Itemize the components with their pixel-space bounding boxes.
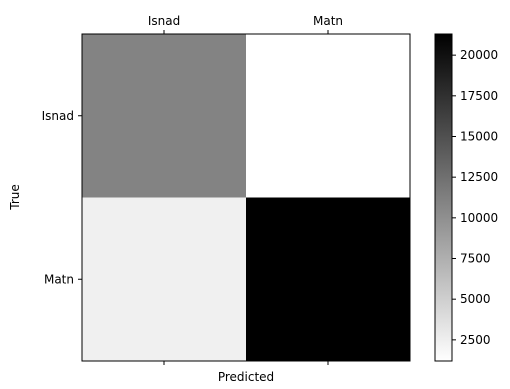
- colorbar: [434, 33, 453, 362]
- heatmap-cells: [82, 34, 410, 361]
- plot-frame: [81, 33, 411, 362]
- y-axis-label: True: [8, 184, 22, 211]
- y-ticks: Isnad Matn: [42, 109, 82, 286]
- x-axis-label: Predicted: [218, 370, 274, 384]
- heatmap-cell-matn-matn: [246, 197, 410, 361]
- x-ticks: Isnad Matn: [148, 14, 343, 365]
- colorbar-tick-label: 12500: [460, 170, 498, 184]
- x-tick-label: Isnad: [148, 14, 180, 28]
- colorbar-tick-label: 20000: [460, 48, 498, 62]
- colorbar-tick-label: 17500: [460, 89, 498, 103]
- heatmap-cell-matn-isnad: [82, 197, 246, 361]
- colorbar-tick-label: 7500: [460, 252, 491, 266]
- colorbar-tick-label: 15000: [460, 129, 498, 143]
- colorbar-tick-label: 2500: [460, 333, 491, 347]
- x-tick-label: Matn: [313, 14, 343, 28]
- heatmap-cell-isnad-isnad: [82, 34, 246, 198]
- heatmap-cell-isnad-matn: [246, 34, 410, 198]
- colorbar-tick-label: 5000: [460, 292, 491, 306]
- colorbar-ticks: 2500 5000 7500 10000 12500 15000 17500 20000: [452, 48, 498, 347]
- y-tick-label: Matn: [44, 272, 74, 286]
- y-tick-label: Isnad: [42, 109, 74, 123]
- colorbar-tick-label: 10000: [460, 211, 498, 225]
